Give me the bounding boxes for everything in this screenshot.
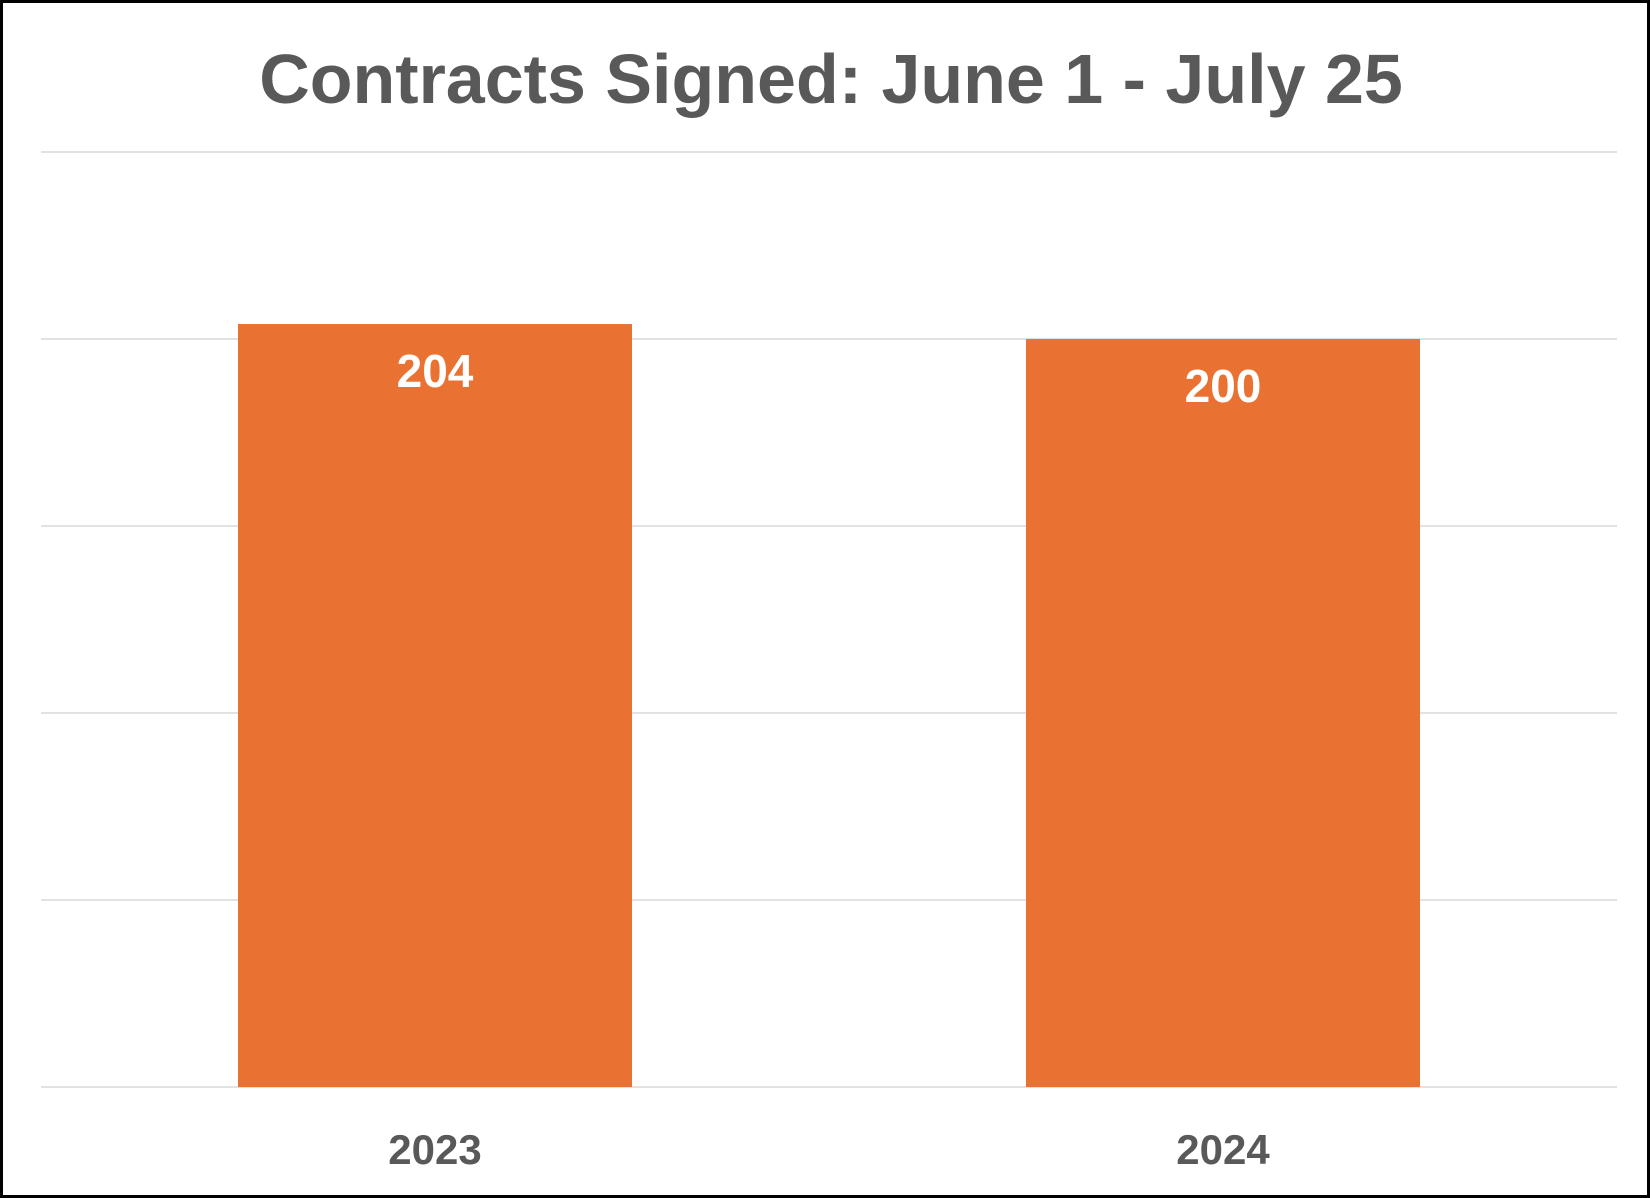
chart-title: Contracts Signed: June 1 - July 25: [259, 40, 1403, 118]
data-label-2024: 200: [1185, 360, 1262, 412]
x-tick-label-2024: 2024: [1176, 1126, 1270, 1173]
bar-2024: [1026, 339, 1420, 1087]
x-tick-label-2023: 2023: [388, 1126, 481, 1173]
data-labels: 204 200: [397, 345, 1262, 412]
bar-chart: Contracts Signed: June 1 - July 25 204 20…: [41, 40, 1617, 1173]
data-label-2023: 204: [397, 345, 474, 397]
bar-2023: [238, 324, 632, 1087]
bars: [238, 324, 1420, 1087]
x-axis-ticks: 2023 2024: [388, 1126, 1270, 1173]
